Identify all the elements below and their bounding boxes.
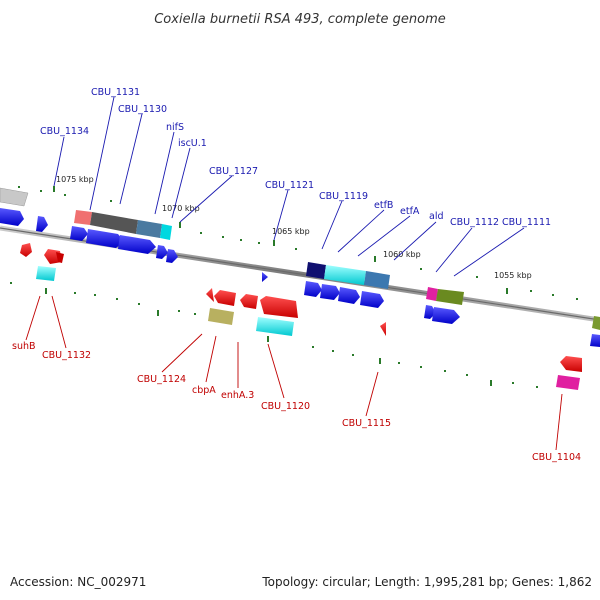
gene-label: cbpA [192,385,216,396]
lower-tick-track [10,282,538,388]
upper-tick-track [18,186,578,300]
gene-label: CBU_1119 [319,191,368,202]
scale-label-1075: 1075 kbp [56,175,94,184]
map-title: Coxiella burnetii RSA 493, complete geno… [154,12,446,27]
gene-bar-rev-cyan [36,266,56,281]
gene-label: etfB [374,200,393,211]
feature-bar-magenta [426,287,438,301]
gene-label: CBU_1121 [265,180,314,191]
gene-label: CBU_1132 [42,350,91,361]
forward-gene-arrows [0,208,600,347]
gene-label: suhB [12,341,36,352]
feature-bar-gray-left [0,187,29,207]
gene-label: CBU_1130 [118,104,167,115]
reverse-gene-arrows [20,243,582,390]
gene-arrow-fwd [432,307,460,324]
gene-label: enhA.3 [221,390,254,401]
gene-label: CBU_1104 [532,452,581,463]
feature-bar-dark [90,212,138,234]
gene-arrow-fwd [36,216,48,232]
gene-label: CBU_1131 [91,87,140,98]
gene-label: CBU_1134 [40,126,89,137]
gene-bar-rev-cyan [256,317,294,336]
gene-label: CBU_1115 [342,418,391,429]
upper-major-ticks [53,186,508,294]
gene-arrow-fwd [0,208,24,226]
gene-arrow-fwd [304,281,322,297]
gene-bar-rev-khaki [208,308,234,325]
gene-label: etfA [400,206,420,217]
gene-label: CBU_1120 [261,401,310,412]
gene-arrow-rev [206,288,214,302]
feature-bar-olive [436,289,464,305]
gene-arrow-rev [20,243,32,257]
upper-gene-labels: CBU_1134 CBU_1131 CBU_1130 nifS iscU.1 C… [40,87,551,228]
gene-arrow-fwd [590,334,600,347]
gene-arrow-fwd [70,226,88,241]
gene-arrow-rev [214,290,236,306]
gene-arrow-fwd [320,284,340,300]
topology-text: Topology: circular; Length: 1,995,281 bp… [261,575,592,589]
gene-label: ald [429,211,444,222]
feature-bar-salmon [74,210,92,225]
gene-label: CBU_1111 [502,217,551,228]
lower-major-ticks [45,288,492,386]
scale-label-1055: 1055 kbp [494,271,532,280]
upper-feature-bars [0,187,600,330]
gene-arrow-fwd [262,272,268,282]
scale-label-1065: 1065 kbp [272,227,310,236]
gene-label: CBU_1112 [450,217,499,228]
gene-label: iscU.1 [178,138,207,149]
upper-leader-lines [53,96,525,277]
feature-bar-cyan [324,265,366,285]
lower-gene-labels: suhB CBU_1132 CBU_1124 cbpA enhA.3 CBU_1… [12,341,581,463]
feature-bar-navy [306,262,326,279]
gene-arrow-rev [56,252,64,263]
gene-arrow-fwd [156,245,168,259]
gene-arrow-fwd [86,229,124,248]
scale-label-1060: 1060 kbp [383,250,421,259]
gene-arrow-rev [240,294,258,309]
gene-arrow-fwd [166,249,178,263]
feature-bar-olive-edge [592,316,600,330]
gene-arrow-fwd [338,287,360,304]
feature-bar-blue [364,271,390,289]
gene-arrow-fwd [360,291,384,308]
gene-label: CBU_1127 [209,166,258,177]
feature-bar-steelblue [136,220,162,238]
gene-arrow-fwd [118,235,156,254]
gene-bar-rev-magenta [556,375,580,390]
accession-text: Accession: NC_002971 [10,575,146,589]
gene-label: CBU_1124 [137,374,186,385]
gene-arrow-rev [560,356,582,372]
gene-arrow-rev [380,322,386,336]
scale-label-1070: 1070 kbp [162,204,200,213]
gene-label: nifS [166,122,184,133]
lower-leader-lines [25,295,563,451]
feature-bar-cyan-small [160,224,172,240]
gene-arrow-rev [260,296,298,318]
